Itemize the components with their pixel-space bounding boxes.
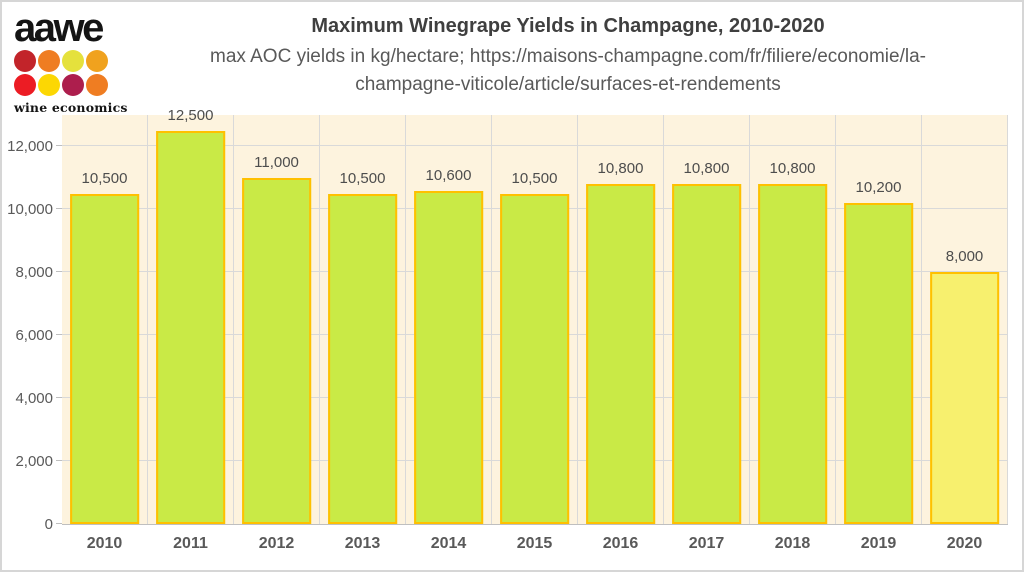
bar-value-label-2018: 10,800 — [769, 160, 816, 178]
chart-header: Maximum Winegrape Yields in Champagne, 2… — [120, 15, 1016, 99]
bar-cells: 10,500 2010 12,500 2011 11,000 2012 10,500 2013… — [62, 107, 1008, 552]
y-axis-label-12,000: 12,000 — [7, 138, 53, 156]
x-axis-label-2018: 2018 — [774, 535, 811, 552]
x-axis-label-2015: 2015 — [516, 535, 553, 552]
bar-2020 — [929, 272, 1000, 524]
bar-value-label-2010: 10,500 — [81, 169, 128, 187]
y-axis-label-2,000: 2,000 — [15, 453, 53, 471]
bar-value-label-2014: 10,600 — [425, 166, 472, 184]
logo-tagline: wine economics — [14, 100, 128, 115]
bar-2016 — [585, 184, 656, 524]
bar-value-label-2011: 12,500 — [167, 106, 214, 124]
y-tick-mark — [56, 397, 62, 399]
category-cell-2020: 8,000 2020 — [922, 115, 1008, 552]
bar-value-label-2019: 10,200 — [855, 179, 902, 197]
y-axis-label-6,000: 6,000 — [15, 327, 53, 345]
x-axis-label-2016: 2016 — [602, 535, 639, 552]
bar-value-label-2015: 10,500 — [511, 169, 558, 187]
x-axis-label-2020: 2020 — [946, 535, 983, 552]
category-cell-2015: 10,500 2015 — [492, 115, 578, 552]
x-axis-label-2011: 2011 — [173, 535, 208, 552]
y-axis-label-8,000: 8,000 — [15, 264, 53, 282]
bar-value-label-2020: 8,000 — [945, 248, 984, 266]
x-axis-label-2012: 2012 — [258, 535, 295, 552]
bar-2019 — [843, 203, 914, 524]
logo-dot-1-1 — [38, 74, 60, 96]
category-cell-2013: 10,500 2013 — [320, 115, 406, 552]
x-axis-label-2017: 2017 — [688, 535, 725, 552]
category-cell-2017: 10,800 2017 — [664, 115, 750, 552]
y-tick-mark — [56, 460, 62, 462]
y-axis-label-0: 0 — [44, 516, 53, 533]
category-cell-2016: 10,800 2016 — [578, 115, 664, 552]
category-cell-2010: 10,500 2010 — [62, 115, 148, 552]
bar-2010 — [69, 193, 140, 524]
logo-dot-0-2 — [62, 50, 84, 72]
y-tick-mark — [56, 334, 62, 336]
logo-dot-0-0 — [14, 50, 36, 72]
bar-2011 — [155, 130, 226, 524]
y-axis-label-10,000: 10,000 — [7, 201, 53, 219]
logo-dots — [14, 50, 112, 98]
chart-subtitle-line2: champagne-viticole/article/surfaces-et-r… — [355, 74, 781, 95]
category-cell-2019: 10,200 2019 — [836, 115, 922, 552]
bar-2012 — [241, 177, 312, 524]
chart-subtitle-line1: max AOC yields in kg/hectare; https://ma… — [210, 46, 926, 67]
y-tick-mark — [56, 271, 62, 273]
bar-2013 — [327, 193, 398, 524]
y-gridline-12,000 — [62, 145, 1008, 147]
plot-area: 10,500 2010 12,500 2011 11,000 2012 10,500 2013… — [7, 107, 1008, 552]
logo-dot-1-3 — [86, 74, 108, 96]
bar-2015 — [499, 193, 570, 524]
y-tick-mark — [56, 523, 62, 524]
logo-dot-1-2 — [62, 74, 84, 96]
bar-value-label-2012: 11,000 — [254, 153, 299, 171]
x-axis-label-2010: 2010 — [86, 535, 123, 552]
bar-2017 — [671, 184, 742, 524]
logo-dot-1-0 — [14, 74, 36, 96]
bar-2018 — [757, 184, 828, 524]
bar-value-label-2013: 10,500 — [339, 169, 386, 187]
category-cell-2014: 10,600 2014 — [406, 115, 492, 552]
chart-title: Maximum Winegrape Yields in Champagne, 2… — [311, 15, 825, 37]
y-tick-mark — [56, 208, 62, 210]
bar-value-label-2017: 10,800 — [683, 160, 730, 178]
logo-wordmark: aawe — [14, 6, 104, 50]
category-cell-2011: 12,500 2011 — [148, 107, 234, 552]
category-cell-2018: 10,800 2018 — [750, 115, 836, 552]
bar-2014 — [413, 190, 484, 524]
x-axis-label-2013: 2013 — [344, 535, 381, 552]
y-tick-mark — [56, 145, 62, 147]
bar-value-label-2016: 10,800 — [597, 160, 644, 178]
x-axis-label-2014: 2014 — [430, 535, 467, 552]
x-axis-label-2019: 2019 — [860, 535, 897, 552]
y-axis-label-4,000: 4,000 — [15, 390, 53, 408]
aawe-logo: aawe wine economics — [14, 6, 128, 115]
category-cell-2012: 11,000 2012 — [234, 115, 320, 552]
logo-dot-0-1 — [38, 50, 60, 72]
logo-dot-0-3 — [86, 50, 108, 72]
